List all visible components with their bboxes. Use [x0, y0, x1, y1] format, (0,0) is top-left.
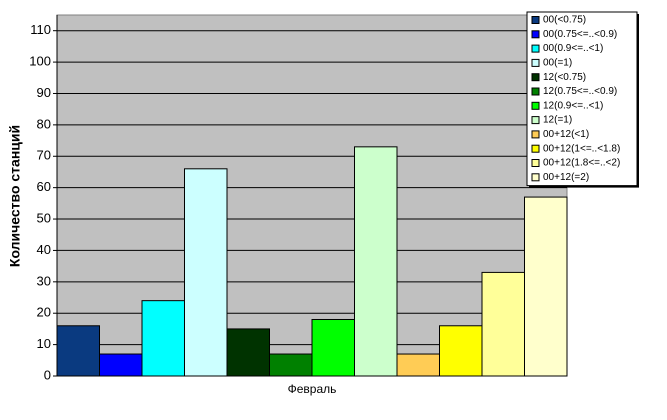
y-tick-label: 100 [29, 54, 51, 69]
legend-swatch [531, 73, 540, 82]
legend-label: 00+12(<1) [543, 129, 589, 140]
legend-label: 00+12(1.8<=..<2) [543, 158, 620, 169]
bar [141, 300, 185, 377]
legend-label: 00(0.75<=..<0.9) [543, 29, 617, 40]
legend-label: 12(0.9<=..<1) [543, 100, 603, 111]
legend-label: 00(=1) [543, 58, 572, 69]
bar [226, 328, 270, 377]
legend-swatch [531, 130, 540, 139]
legend-swatch [531, 101, 540, 110]
legend-swatch [531, 159, 540, 167]
y-tick-label: 50 [37, 210, 51, 225]
legend-swatch [531, 116, 540, 125]
bar [269, 353, 313, 377]
y-axis-label: Количество станций [7, 125, 23, 267]
legend-label: 12(=1) [543, 115, 572, 126]
bar [184, 168, 228, 377]
y-tick-label: 30 [37, 273, 51, 288]
y-tick-label: 70 [37, 148, 51, 163]
y-tick-label: 20 [37, 305, 51, 320]
bar [439, 325, 483, 377]
legend-label: 00(0.9<=..<1) [543, 43, 603, 54]
legend-swatch [531, 58, 540, 67]
legend-label: 12(<0.75) [543, 72, 586, 83]
y-tick-label: 10 [37, 336, 51, 351]
legend-swatch [531, 87, 540, 96]
legend-swatch [531, 173, 540, 182]
y-tick-label: 110 [30, 22, 51, 37]
y-tick-label: 90 [37, 85, 51, 100]
x-tick-label: Февраль [288, 382, 337, 396]
bar [56, 325, 100, 377]
legend-swatch [531, 30, 540, 39]
legend-label: 12(0.75<=..<0.9) [543, 86, 617, 97]
bar [524, 196, 568, 377]
bar [311, 318, 355, 377]
y-tick-label: 40 [37, 242, 51, 257]
y-tick-label: 60 [37, 179, 51, 194]
legend-label: 00+12(=2) [543, 172, 589, 183]
bar [354, 146, 398, 377]
y-tick-label: 80 [37, 116, 51, 131]
bar [99, 353, 143, 377]
y-tick-label: 0 [44, 367, 51, 382]
legend-swatch [531, 44, 540, 53]
legend [526, 11, 638, 187]
bar [481, 271, 525, 377]
legend-swatch [531, 16, 540, 24]
legend-label: 00+12(1<=..<1.8) [543, 143, 620, 154]
bar [396, 353, 440, 377]
legend-label: 00(<0.75) [543, 15, 586, 26]
legend-swatch [531, 144, 540, 153]
